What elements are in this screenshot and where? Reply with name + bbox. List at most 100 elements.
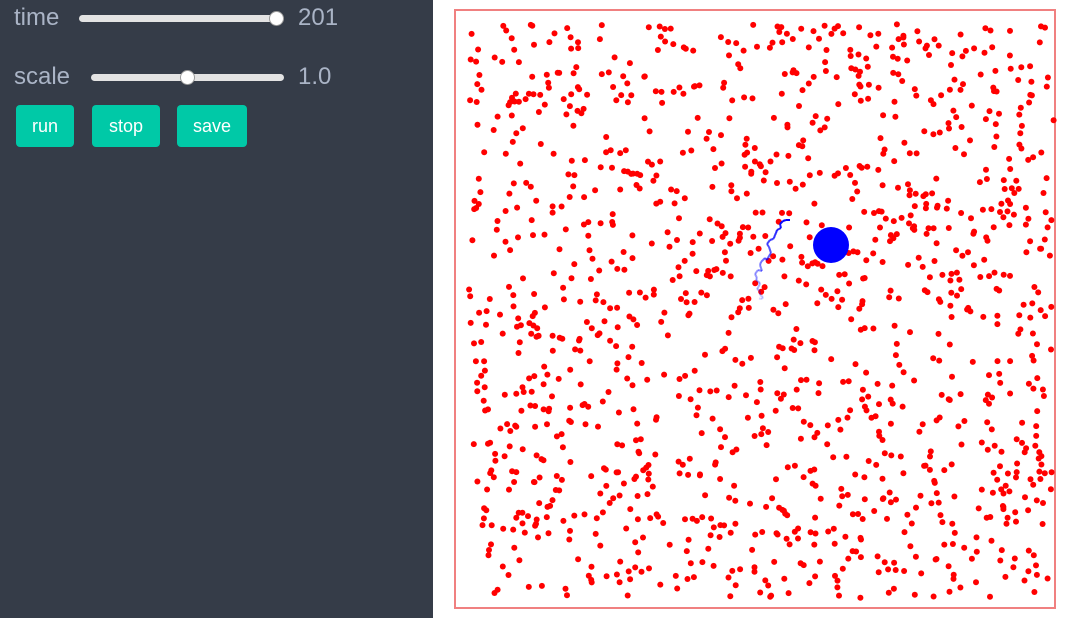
particle: [881, 559, 888, 566]
particle: [791, 462, 798, 469]
particle: [774, 23, 781, 30]
particle: [485, 440, 491, 447]
particle: [800, 137, 807, 144]
particle: [1007, 166, 1014, 172]
particle: [621, 168, 628, 175]
particle: [690, 574, 697, 581]
particle: [805, 44, 812, 51]
particle: [634, 516, 641, 523]
particle: [947, 277, 954, 284]
particle: [990, 469, 997, 476]
particle: [945, 197, 952, 204]
particle: [1041, 236, 1048, 243]
particle: [821, 124, 828, 131]
particle: [725, 574, 732, 581]
particle: [798, 25, 805, 32]
particle: [1013, 177, 1020, 184]
particle: [901, 139, 908, 146]
run-button[interactable]: run: [16, 105, 74, 147]
particle: [708, 515, 715, 522]
particle: [886, 489, 893, 496]
particle: [788, 345, 795, 352]
particle: [1033, 423, 1040, 430]
particle: [904, 511, 911, 518]
particle: [627, 576, 634, 583]
particle: [796, 103, 802, 109]
time-slider[interactable]: [79, 14, 284, 22]
particle: [812, 573, 819, 580]
particle: [562, 226, 569, 233]
particle: [471, 197, 478, 204]
particle: [855, 72, 862, 79]
particle: [926, 466, 933, 473]
particle: [888, 452, 895, 459]
particle: [741, 94, 748, 101]
particle: [816, 558, 823, 565]
particle: [553, 433, 560, 440]
particle: [702, 351, 708, 358]
particle: [952, 145, 959, 151]
particle: [856, 81, 863, 88]
particle: [662, 38, 669, 45]
particle: [842, 533, 849, 540]
particle: [984, 237, 991, 244]
particle: [703, 292, 710, 299]
particle: [513, 514, 520, 521]
particle: [835, 416, 842, 423]
particle: [761, 284, 768, 291]
particle: [907, 212, 914, 219]
particle: [899, 78, 906, 84]
particle: [575, 556, 582, 563]
trail-segment: [756, 285, 760, 290]
particle: [614, 265, 621, 272]
particle: [749, 546, 756, 553]
particle: [1035, 289, 1042, 296]
particle: [1000, 490, 1007, 497]
particle: [987, 514, 994, 520]
particle: [971, 228, 978, 235]
particle: [598, 71, 605, 78]
stop-button[interactable]: stop: [92, 105, 160, 147]
particle: [770, 253, 777, 260]
scale-slider[interactable]: [91, 73, 284, 81]
particle: [817, 127, 824, 134]
particle: [508, 35, 515, 42]
particle: [659, 99, 666, 106]
particle: [638, 568, 645, 575]
time-value: 201: [298, 4, 339, 31]
particle: [860, 275, 867, 282]
trail-segment: [774, 232, 777, 236]
particle: [483, 507, 490, 514]
particle: [791, 528, 798, 535]
particle: [919, 421, 926, 428]
particle: [608, 258, 615, 265]
particle: [859, 516, 866, 522]
particle: [873, 43, 880, 50]
particle: [504, 421, 511, 428]
particle: [646, 565, 652, 572]
particle: [1040, 393, 1047, 399]
particle: [545, 84, 552, 91]
particle: [875, 30, 882, 37]
particle: [568, 91, 575, 98]
particle: [702, 492, 709, 499]
save-button[interactable]: save: [177, 105, 247, 147]
particle: [533, 452, 540, 459]
particle: [1043, 83, 1050, 90]
simulation-canvas[interactable]: [433, 0, 1071, 618]
particle: [649, 483, 656, 490]
particle: [844, 491, 851, 498]
particle: [592, 530, 599, 537]
particle: [849, 196, 856, 202]
particle: [526, 320, 533, 327]
particle: [980, 313, 987, 320]
particle: [769, 39, 776, 46]
particle: [1025, 215, 1032, 222]
particle: [568, 157, 575, 164]
particle: [528, 388, 535, 395]
particle: [847, 407, 854, 414]
particle: [518, 407, 525, 414]
particle: [530, 91, 537, 98]
particle: [531, 373, 538, 380]
particle: [615, 409, 622, 416]
